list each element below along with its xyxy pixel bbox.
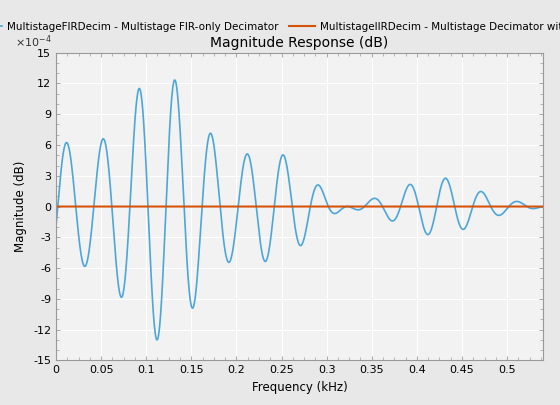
Text: $\times10^{-4}$: $\times10^{-4}$ [15,33,52,49]
MultistageIIRDecim - Multistage Decimator with IIR stages [239,204,245,209]
X-axis label: Frequency (kHz): Frequency (kHz) [252,381,347,394]
MultistageFIRDecim - Multistage FIR-only Decimator [53,224,59,229]
MultistageIIRDecim - Multistage Decimator with IIR stages [416,204,423,209]
MultistageIIRDecim - Multistage Decimator with IIR stages [141,204,148,209]
Line: MultistageFIRDecim - Multistage FIR-only Decimator: MultistageFIRDecim - Multistage FIR-only… [56,80,543,340]
MultistageIIRDecim - Multistage Decimator with IIR stages [53,204,59,209]
Title: Magnitude Response (dB): Magnitude Response (dB) [211,36,389,50]
MultistageIIRDecim - Multistage Decimator with IIR stages [345,204,352,209]
MultistageFIRDecim - Multistage FIR-only Decimator [454,213,460,218]
MultistageFIRDecim - Multistage FIR-only Decimator [345,204,352,209]
MultistageFIRDecim - Multistage FIR-only Decimator [416,209,423,214]
MultistageFIRDecim - Multistage FIR-only Decimator [239,169,246,174]
MultistageFIRDecim - Multistage FIR-only Decimator [370,196,376,201]
MultistageFIRDecim - Multistage FIR-only Decimator [141,134,148,139]
MultistageFIRDecim - Multistage FIR-only Decimator [540,204,547,209]
MultistageIIRDecim - Multistage Decimator with IIR stages [453,204,460,209]
MultistageIIRDecim - Multistage Decimator with IIR stages [370,204,376,209]
Legend: MultistageFIRDecim - Multistage FIR-only Decimator, MultistageIIRDecim - Multist: MultistageFIRDecim - Multistage FIR-only… [0,18,560,36]
Y-axis label: Magnitude (dB): Magnitude (dB) [15,161,27,252]
MultistageIIRDecim - Multistage Decimator with IIR stages [540,204,547,209]
MultistageFIRDecim - Multistage FIR-only Decimator [171,78,178,83]
MultistageFIRDecim - Multistage FIR-only Decimator [153,337,160,342]
